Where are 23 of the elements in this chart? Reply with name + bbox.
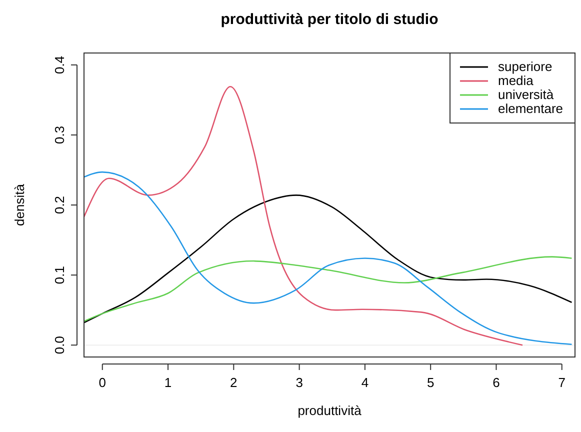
y-tick-label: 0.1 <box>52 266 67 284</box>
line-series <box>83 194 572 324</box>
x-tick-label: 1 <box>164 375 172 390</box>
x-tick-label: 0 <box>98 375 106 390</box>
legend-label: università <box>498 87 554 102</box>
chart-title: produttività per titolo di studio <box>220 11 438 28</box>
y-axis-title: densità <box>12 183 27 226</box>
x-tick-label: 5 <box>426 375 434 390</box>
x-tick-label: 3 <box>296 375 303 390</box>
y-tick-label: 0.2 <box>52 196 67 214</box>
line-series <box>83 256 572 322</box>
x-tick-label: 4 <box>361 375 369 390</box>
y-tick-label: 0.4 <box>52 56 67 74</box>
line-series <box>83 171 572 346</box>
x-tick-label: 7 <box>558 375 566 390</box>
legend-label: superiore <box>498 59 552 74</box>
legend-label: elementare <box>498 101 564 116</box>
x-tick-label: 6 <box>492 375 500 390</box>
x-tick-label: 2 <box>230 375 238 390</box>
y-tick-label: 0.0 <box>52 336 67 354</box>
x-axis-title: produttività <box>298 403 362 418</box>
legend-label: media <box>498 73 534 88</box>
y-tick-label: 0.3 <box>52 126 67 144</box>
